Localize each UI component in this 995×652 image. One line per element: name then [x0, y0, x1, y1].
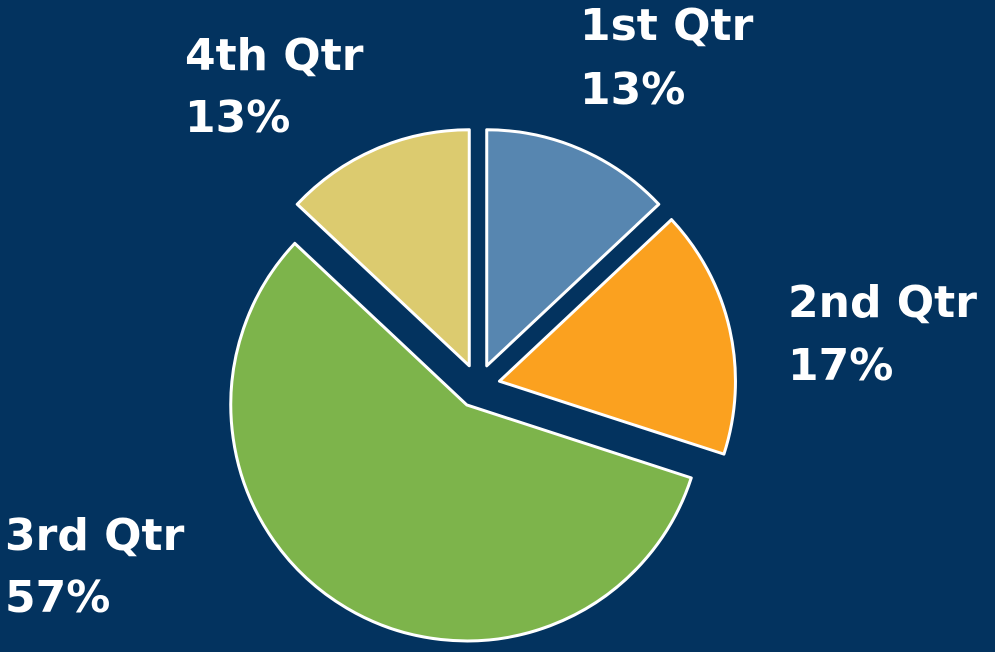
slice-value-label: 13%: [185, 92, 290, 143]
slice-label: 1st Qtr: [580, 0, 754, 51]
slice-value-label: 17%: [788, 340, 893, 391]
slice-label: 2nd Qtr: [788, 277, 977, 328]
slice-value-label: 57%: [5, 572, 110, 623]
pie-slice: [485, 128, 661, 368]
pie-slice: [229, 241, 693, 643]
pie-slice: [497, 218, 737, 456]
slice-value-label: 13%: [580, 64, 685, 115]
pie-slice: [295, 128, 471, 368]
slice-label: 3rd Qtr: [5, 510, 185, 561]
slice-label: 4th Qtr: [185, 30, 364, 81]
